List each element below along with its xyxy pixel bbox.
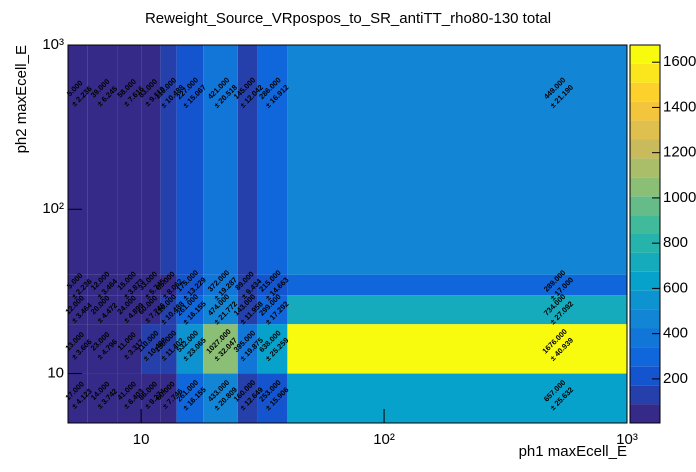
y-tick-label: 10²: [42, 200, 64, 217]
heatmap-cell: [203, 373, 238, 423]
heatmap-cell: [87, 274, 118, 296]
colorbar-tick-label: 200: [663, 370, 688, 387]
colorbar-band: [630, 82, 660, 102]
x-tick-label: 10³: [616, 431, 638, 448]
colorbar-band: [630, 158, 660, 178]
colorbar-band: [630, 63, 660, 83]
heatmap-cell: [117, 373, 142, 423]
heatmap-cell: [287, 274, 627, 296]
colorbar-band: [630, 234, 660, 253]
heatmap-cell: [287, 295, 627, 325]
colorbar-band: [630, 347, 660, 367]
heatmap-cell: [237, 373, 258, 423]
colorbar-band: [630, 290, 660, 310]
colorbar-band: [630, 101, 660, 121]
heatmap-cell: [117, 324, 142, 374]
colorbar-band: [630, 45, 660, 64]
heatmap-cell: [257, 45, 288, 275]
heatmap-cell: [257, 324, 288, 374]
x-tick-label: 10²: [373, 431, 395, 448]
colorbar-band: [630, 328, 660, 348]
colorbar-band: [630, 139, 660, 159]
heatmap-cell: [68, 373, 88, 423]
x-tick-label: 10: [133, 431, 150, 448]
heatmap-cell: [87, 295, 118, 325]
heatmap-cell: [68, 45, 88, 275]
colorbar-band: [630, 271, 660, 291]
colorbar-tick-label: 1000: [663, 189, 696, 206]
colorbar-band: [630, 196, 660, 216]
colorbar-band: [630, 385, 660, 405]
heatmap-cell: [287, 373, 627, 423]
heatmap-cell: [257, 373, 288, 423]
heatmap-cell: [68, 295, 88, 325]
heatmap-cell: [237, 274, 258, 296]
colorbar-band: [630, 252, 660, 272]
heatmap-cell: [117, 45, 142, 275]
colorbar-band: [630, 120, 660, 140]
y-tick-label: 10³: [42, 36, 64, 53]
heatmap-cell: [176, 45, 204, 275]
heatmap-cell: [287, 324, 627, 374]
heatmap-cell: [117, 274, 142, 296]
heatmap-cell: [203, 274, 238, 296]
colorbar-tick-label: 1200: [663, 144, 696, 161]
colorbar-band: [630, 404, 660, 423]
heatmap-cell: [203, 45, 238, 275]
heatmap-cell: [257, 295, 288, 325]
heatmap-cell: [160, 45, 177, 275]
colorbar-band: [630, 215, 660, 234]
heatmap-cell: [160, 373, 177, 423]
heatmap-cell: [141, 324, 161, 374]
plot-frame: [67, 44, 628, 424]
colorbar-frame: [629, 44, 661, 424]
heatmap-cell: [203, 295, 238, 325]
heatmap-cell: [287, 45, 627, 275]
heatmap-cell: [141, 295, 161, 325]
heatmap-cell: [68, 274, 88, 296]
y-tick-label: 10: [47, 365, 64, 382]
heatmap-cell: [160, 274, 177, 296]
colorbar-band: [630, 177, 660, 197]
heatmap-cell: [160, 324, 177, 374]
heatmap-cell: [87, 324, 118, 374]
heatmap-cell: [237, 45, 258, 275]
heatmap-cell: [68, 324, 88, 374]
heatmap-cell: [141, 373, 161, 423]
heatmap-cell: [176, 324, 204, 374]
colorbar-tick-label: 600: [663, 279, 688, 296]
heatmap-cell: [237, 324, 258, 374]
colorbar-band: [630, 309, 660, 329]
heatmap-cell: [176, 295, 204, 325]
heatmap-cell: [257, 274, 288, 296]
colorbar-band: [630, 366, 660, 386]
x-axis-label: ph1 maxEcell_E: [519, 443, 627, 460]
heatmap-cell: [203, 324, 238, 374]
heatmap-cell: [141, 45, 161, 275]
colorbar-tick-label: 800: [663, 234, 688, 251]
chart-title: Reweight_Source_VRpospos_to_SR_antiTT_rh…: [145, 10, 551, 27]
colorbar-tick-label: 400: [663, 325, 688, 342]
heatmap-cell: [160, 295, 177, 325]
heatmap-cell: [141, 274, 161, 296]
heatmap-cell: [117, 295, 142, 325]
heatmap-cell: [176, 373, 204, 423]
heatmap-cell: [87, 45, 118, 275]
heatmap-cell: [87, 373, 118, 423]
heatmap-cell: [237, 295, 258, 325]
colorbar-tick-label: 1400: [663, 98, 696, 115]
y-axis-label: ph2 maxEcell_E: [13, 45, 30, 153]
colorbar-tick-label: 1600: [663, 53, 696, 70]
heatmap-cell: [176, 274, 204, 296]
